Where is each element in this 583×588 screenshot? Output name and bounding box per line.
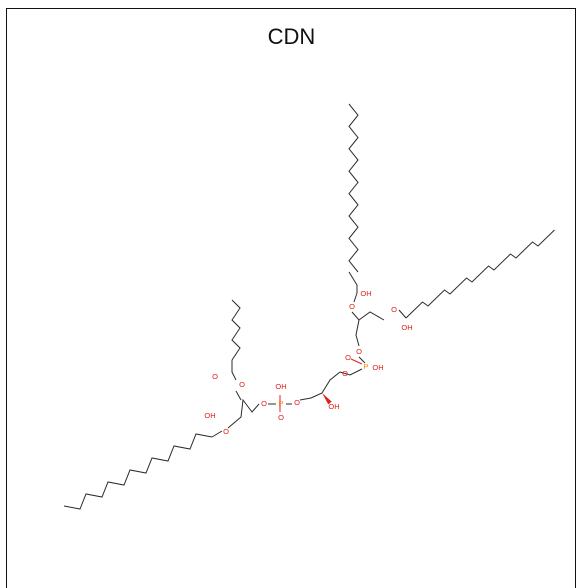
ether-oxygen-label: O	[239, 380, 245, 389]
phosphorus-label: P	[278, 399, 283, 408]
ether-bond-right	[398, 309, 407, 319]
right-diagonal-chain	[405, 229, 555, 319]
bond-lines	[63, 103, 555, 510]
ether-oxygen-label: O	[223, 427, 229, 436]
phosphate-double-bond	[350, 358, 363, 365]
ether-oxygen-label: O	[349, 302, 355, 311]
glycerol-backbone-left	[227, 398, 260, 429]
lower-left-chain	[63, 433, 213, 510]
hydroxyl-label: OH	[372, 363, 383, 372]
left-upper-ether	[231, 360, 237, 381]
glycerol-backbone-right	[351, 311, 385, 321]
ether-bond-lower	[211, 430, 223, 438]
ether-bond-left	[235, 390, 242, 401]
hydroxyl-label: OH	[360, 289, 371, 298]
phosphate-bond	[358, 356, 366, 364]
hydroxyl-label: OH	[401, 323, 412, 332]
central-bond	[299, 397, 312, 401]
hydroxyl-label: OH	[328, 402, 339, 411]
hydroxyl-label: O	[212, 372, 218, 381]
phosphorus-label: P	[363, 362, 368, 371]
figure-frame	[6, 8, 576, 588]
phosphate-link	[339, 368, 363, 376]
stereo-wedge	[322, 393, 332, 405]
phosphate-oxygen-label: O	[342, 369, 348, 378]
upper-vertical-chain	[348, 103, 359, 273]
glycerol-methylene	[355, 319, 360, 347]
phosphate-oxygen-label: O	[294, 398, 300, 407]
central-glycerol	[310, 371, 341, 399]
short-left-chain	[231, 299, 241, 361]
phosphate-oxygen-label: O	[356, 347, 362, 356]
hydroxyl-label: OH	[204, 411, 215, 420]
ether-bond-top	[353, 292, 358, 303]
figure-title: CDN	[267, 24, 316, 49]
phosphate-oxygen-label: O	[278, 413, 284, 422]
phosphate-oxygen-label: O	[345, 353, 351, 362]
phosphate-oxygen-label: O	[261, 399, 267, 408]
upper-chain-link	[348, 271, 358, 293]
ether-oxygen-label: O	[391, 305, 397, 314]
hydroxyl-label: OH	[275, 382, 286, 391]
